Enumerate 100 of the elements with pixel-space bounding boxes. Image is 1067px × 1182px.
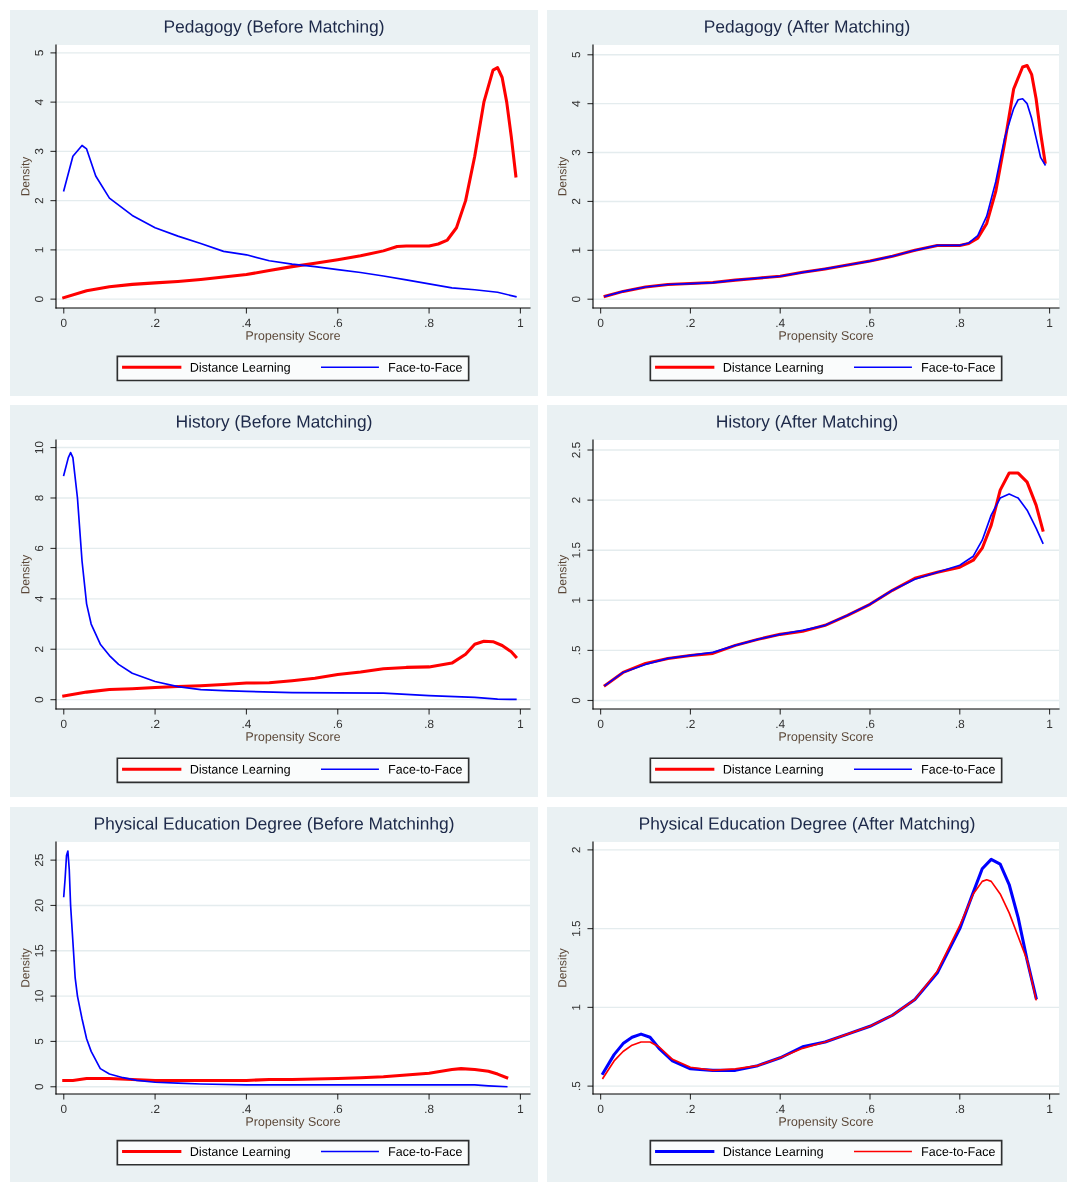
x-tick-label: 0	[597, 318, 604, 328]
x-tick-label: .2	[151, 318, 160, 327]
y-tick-label: 0	[34, 1083, 44, 1090]
x-axis-title: Propensity Score	[246, 731, 341, 744]
y-axis-title: Density	[557, 554, 569, 594]
x-tick-label: 1	[518, 719, 524, 728]
x-tick-label: .2	[686, 719, 695, 728]
x-tick-label: .4	[242, 1104, 251, 1113]
chart-title: History (Before Matching)	[177, 414, 372, 432]
y-tick-label: 0	[34, 696, 44, 703]
x-tick-label: .6	[866, 1104, 875, 1114]
legend-label: Face-to-Face	[922, 363, 995, 372]
x-tick-label: 1	[1047, 719, 1053, 728]
y-tick-label: 0	[34, 296, 44, 302]
y-tick-label: 4	[35, 99, 44, 106]
y-tick-label: 3	[34, 148, 44, 155]
y-tick-label: 1	[35, 247, 44, 253]
x-tick-label: 0	[60, 719, 67, 729]
x-tick-label: .6	[866, 318, 875, 328]
y-tick-label: 10	[34, 990, 44, 1002]
y-tick-label: 5	[35, 50, 44, 56]
legend-label: Distance Learning	[190, 362, 290, 375]
x-tick-label: .2	[686, 1104, 695, 1113]
chart-title: Pedagogy (After Matching)	[705, 19, 910, 37]
y-tick-label: .5	[572, 1081, 581, 1090]
y-tick-label: 4	[572, 100, 581, 107]
y-tick-label: 2	[571, 847, 581, 853]
x-tick-label: .4	[776, 318, 785, 327]
y-tick-label: 8	[34, 495, 44, 501]
x-tick-label: .4	[242, 719, 251, 728]
y-tick-label: 25	[34, 854, 44, 867]
x-tick-label: .8	[955, 1104, 965, 1114]
x-tick-label: .8	[955, 318, 965, 328]
legend-label: Distance Learning	[723, 764, 823, 777]
x-tick-label: .4	[242, 318, 251, 327]
y-axis-title: Density	[20, 156, 32, 196]
y-tick-label: 2	[571, 198, 581, 205]
x-tick-label: 0	[597, 719, 604, 729]
y-tick-label: 20	[34, 899, 44, 912]
y-tick-label: 6	[34, 545, 44, 552]
y-axis-title: Density	[20, 554, 32, 594]
x-tick-label: .6	[333, 719, 343, 729]
y-tick-label: 1	[572, 597, 581, 603]
x-axis-title: Propensity Score	[779, 1116, 874, 1129]
x-tick-label: .6	[333, 1104, 343, 1114]
chart-title: Pedagogy (Before Matching)	[164, 19, 384, 37]
x-tick-label: .6	[333, 318, 343, 328]
legend-label: Face-to-Face	[389, 765, 462, 774]
y-tick-label: .5	[572, 645, 581, 655]
x-tick-label: .2	[151, 1104, 160, 1113]
legend-label: Distance Learning	[723, 362, 823, 375]
x-axis-title: Propensity Score	[779, 731, 874, 744]
x-tick-label: 0	[597, 1104, 604, 1114]
y-tick-label: 10	[34, 441, 44, 454]
x-tick-label: .4	[776, 719, 785, 728]
y-tick-label: 2	[34, 646, 44, 652]
x-tick-label: .8	[425, 1104, 434, 1114]
y-axis-title: Density	[557, 156, 569, 196]
x-axis-title: Propensity Score	[779, 330, 874, 343]
x-axis-title: Propensity Score	[246, 330, 341, 343]
x-tick-label: .2	[151, 719, 160, 728]
legend-label: Distance Learning	[190, 764, 290, 777]
x-tick-label: 1	[518, 1104, 524, 1113]
y-tick-label: 1	[572, 247, 581, 253]
x-tick-label: .6	[866, 719, 875, 729]
y-axis-title: Density	[557, 948, 569, 987]
x-tick-label: 1	[1047, 318, 1053, 327]
x-tick-label: 1	[1047, 1104, 1053, 1113]
y-tick-label: 2.5	[571, 442, 581, 458]
y-tick-label: 0	[571, 697, 581, 704]
y-tick-label: 1	[572, 1004, 581, 1010]
x-tick-label: .8	[955, 719, 965, 729]
x-axis-title: Propensity Score	[246, 1116, 341, 1129]
chart-title: Physical Education Degree (Before Matchinhg)	[94, 816, 454, 834]
x-tick-label: .8	[425, 318, 434, 328]
y-tick-label: 3	[571, 149, 581, 156]
y-tick-label: 5	[572, 51, 581, 58]
legend-label: Face-to-Face	[389, 363, 462, 372]
chart-title: Physical Education Degree (After Matching)	[640, 816, 975, 834]
x-tick-label: .8	[425, 719, 434, 729]
y-tick-label: 1.5	[572, 920, 581, 936]
x-tick-label: 1	[518, 318, 524, 327]
y-tick-label: 5	[35, 1038, 44, 1045]
y-tick-label: 0	[571, 296, 581, 303]
legend-label: Face-to-Face	[922, 1147, 995, 1156]
y-tick-label: 15	[35, 944, 44, 957]
x-tick-label: 0	[60, 1104, 67, 1114]
y-tick-label: 1.5	[572, 542, 581, 558]
x-tick-label: .2	[686, 318, 695, 327]
chart-title: History (After Matching)	[717, 414, 898, 432]
y-tick-label: 2	[571, 497, 581, 503]
legend-label: Face-to-Face	[389, 1147, 462, 1156]
y-tick-label: 4	[35, 595, 44, 602]
legend-label: Face-to-Face	[922, 765, 995, 774]
y-tick-label: 2	[34, 197, 44, 204]
y-axis-title: Density	[20, 948, 32, 987]
legend-label: Distance Learning	[723, 1146, 823, 1159]
x-tick-label: .4	[776, 1104, 785, 1113]
x-tick-label: 0	[60, 318, 67, 328]
legend-label: Distance Learning	[190, 1146, 290, 1159]
